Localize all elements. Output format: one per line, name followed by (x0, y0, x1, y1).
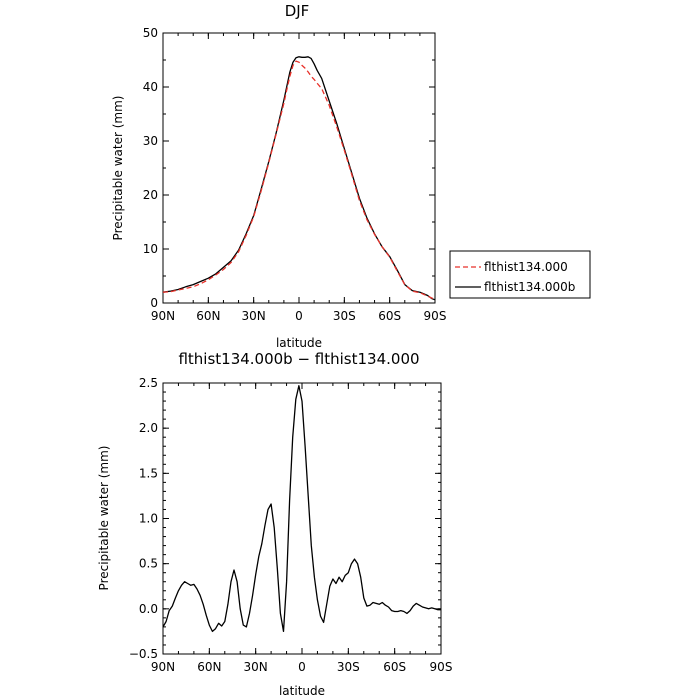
x-tick-label: 90N (151, 660, 175, 674)
legend-label-series-2: flthist134.000b (484, 280, 575, 294)
y-tick-label: 1.5 (139, 466, 158, 480)
y-tick-label: 10 (143, 242, 158, 256)
x-tick-label: 90N (151, 309, 175, 323)
x-tick-label: 60N (196, 309, 220, 323)
chart-title-djf: DJF (285, 2, 310, 20)
x-tick-label: 90S (430, 660, 453, 674)
x-tick-label: 0 (298, 660, 306, 674)
series-line-bottom-1 (162, 385, 441, 633)
series-group-bottom (162, 385, 441, 633)
legend: flthist134.000 flthist134.000b (449, 250, 591, 299)
x-tick-label: 30S (333, 309, 356, 323)
panel-bottom-diff: flthist134.000b − flthist134.000 −0.5 0.0… (97, 350, 452, 698)
x-tick-label: 60S (383, 660, 406, 674)
x-tick-label: 60S (378, 309, 401, 323)
y-tick-label: −0.5 (129, 647, 158, 661)
y-tick-label: 0.5 (139, 557, 158, 571)
legend-label-series-1: flthist134.000 (484, 260, 568, 274)
chart-title-diff: flthist134.000b − flthist134.000 (178, 350, 419, 368)
y-axis-label-bottom: Precipitable water (mm) (97, 446, 111, 591)
x-axis-label-top: latitude (276, 336, 322, 350)
x-tick-label: 90S (424, 309, 447, 323)
y-tick-label: 0.0 (139, 602, 158, 616)
y-tick-label: 30 (143, 134, 158, 148)
series-group-top (162, 56, 436, 301)
x-tick-label: 0 (295, 309, 303, 323)
x-tick-label: 60N (197, 660, 221, 674)
x-tick-label: 30N (242, 309, 266, 323)
x-tick-label: 30N (244, 660, 268, 674)
y-tick-label: 20 (143, 188, 158, 202)
series-line-top-1 (162, 60, 436, 300)
y-tick-label: 2.5 (139, 376, 158, 390)
y-tick-label: 1.0 (139, 512, 158, 526)
x-tick-label: 30S (337, 660, 360, 674)
legend-box (449, 250, 591, 299)
y-axis-label-top: Precipitable water (mm) (111, 96, 125, 241)
y-tick-label: 40 (143, 80, 158, 94)
y-tick-label: 50 (143, 26, 158, 40)
y-tick-label: 2.0 (139, 421, 158, 435)
x-axis-label-bottom: latitude (279, 684, 325, 698)
y-tick-label: 0 (150, 296, 158, 310)
panel-top-djf: DJF 0 10 20 30 40 50 90N 60N 30N 0 30S 60S 90S latit… (111, 2, 446, 350)
axis-ticks-top: 0 10 20 30 40 50 90N 60N 30N 0 30S 60S 90S (143, 26, 447, 323)
axis-ticks-bottom: −0.5 0.0 0.5 1.0 1.5 2.0 2.5 90N 60N 30N 0 30S 60S 90… (129, 376, 453, 674)
